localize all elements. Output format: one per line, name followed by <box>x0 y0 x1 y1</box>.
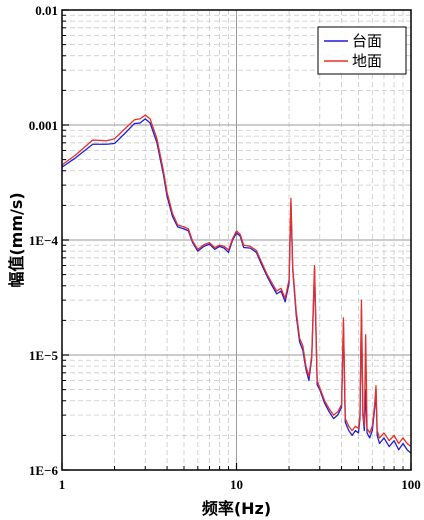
x-axis-title: 频率(Hz) <box>202 499 271 518</box>
legend-label: 地面 <box>352 52 382 70</box>
y-axis-title: 幅值(mm/s) <box>7 192 26 287</box>
series-layer <box>61 114 412 454</box>
x-tick-label: 10 <box>230 477 243 492</box>
x-tick-label: 100 <box>401 477 421 492</box>
legend-label: 台面 <box>352 32 382 50</box>
tick-labels: 1 10 100 0.01 0.001 1E−4 1E−5 1E−6 <box>29 3 421 492</box>
legend-box <box>317 26 407 75</box>
y-tick-label: 0.001 <box>29 118 58 133</box>
y-tick-label: 0.01 <box>35 3 58 18</box>
y-tick-label: 1E−4 <box>29 233 59 248</box>
axis-ticks <box>61 9 412 471</box>
y-tick-label: 1E−6 <box>29 463 59 478</box>
series-line-2 <box>61 114 412 448</box>
x-tick-label: 1 <box>59 477 66 492</box>
y-tick-label: 1E−5 <box>29 348 59 363</box>
